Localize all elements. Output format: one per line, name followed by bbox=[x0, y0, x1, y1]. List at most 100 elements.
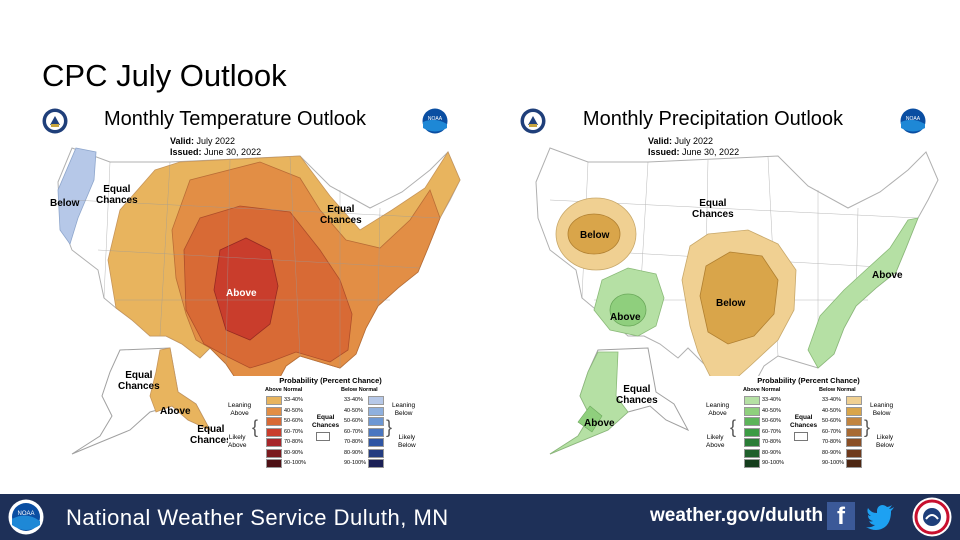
legend-below-swatch bbox=[368, 406, 384, 416]
label-above-sw: Above bbox=[610, 312, 641, 323]
above-leaning-region-east bbox=[807, 217, 919, 369]
legend-above-swatch bbox=[266, 427, 282, 437]
legend-leaning-below: Leaning Below bbox=[870, 402, 894, 417]
legend-below-range: 50-60% bbox=[822, 418, 841, 424]
temperature-outlook-title: Monthly Temperature Outlook bbox=[104, 108, 366, 130]
legend-above-swatch bbox=[744, 459, 760, 468]
alaska-above-region bbox=[149, 347, 211, 431]
legend-likely-below: Likely Below bbox=[876, 434, 894, 449]
legend-above-swatch bbox=[266, 406, 282, 416]
doc-logo bbox=[42, 108, 68, 134]
legend-below-range: 80-90% bbox=[822, 449, 841, 456]
svg-text:NOAA: NOAA bbox=[906, 116, 921, 122]
alaska-above-40-50-region bbox=[577, 405, 603, 433]
noaa-logo: NOAA bbox=[8, 499, 44, 535]
legend-brace-right: } bbox=[864, 417, 871, 437]
below-40-50-region-central bbox=[699, 251, 779, 345]
precipitation-map bbox=[535, 147, 939, 455]
facebook-icon[interactable]: f bbox=[827, 502, 855, 530]
label-equal-chances-northeast: Equal Chances bbox=[320, 204, 362, 226]
legend-equal-chances: Equal Chances bbox=[790, 414, 818, 429]
temperature-legend: Probability (Percent Chance) Above Norma… bbox=[228, 376, 433, 472]
legend-below-range: 70-80% bbox=[344, 439, 363, 445]
legend-title: Probability (Percent Chance) bbox=[757, 376, 860, 385]
slide-title: CPC July Outlook bbox=[42, 58, 287, 93]
legend-below-range: 40-50% bbox=[344, 407, 363, 414]
legend-above-range: 40-50% bbox=[762, 407, 781, 414]
legend-below-range: 90-100% bbox=[344, 460, 367, 466]
label-equal-chances-north: Equal Chances bbox=[692, 198, 734, 220]
legend-leaning-above: Leaning Above bbox=[706, 402, 730, 417]
legend-below-normal: Below Normal bbox=[341, 387, 378, 393]
legend-below-swatch bbox=[846, 448, 862, 458]
precipitation-dates: Valid: July 2022 Issued: June 30, 2022 bbox=[648, 136, 740, 157]
legend-above-swatch bbox=[266, 438, 282, 447]
legend-below-range: 50-60% bbox=[344, 418, 363, 424]
legend-above-range: 90-100% bbox=[284, 460, 307, 466]
legend-equal-chances-swatch bbox=[794, 432, 808, 441]
legend-above-range: 80-90% bbox=[284, 449, 303, 456]
footer-url[interactable]: weather.gov/duluth bbox=[650, 505, 824, 526]
label-below: Below bbox=[50, 198, 80, 209]
doc-logo bbox=[520, 108, 546, 134]
alaska-above-region bbox=[549, 351, 629, 455]
legend-below-swatch bbox=[368, 427, 384, 437]
legend-equal-chances-swatch bbox=[316, 432, 330, 441]
legend-below-swatch bbox=[846, 396, 862, 405]
legend-below-swatch bbox=[846, 438, 862, 447]
legend-below-range: 80-90% bbox=[344, 449, 363, 456]
footer-banner: NOAA National Weather Service Duluth, MN… bbox=[0, 494, 960, 540]
label-equal-chances-west: Equal Chances bbox=[96, 184, 138, 206]
legend-above-range: 40-50% bbox=[284, 407, 303, 414]
legend-below-range: 60-70% bbox=[344, 428, 363, 435]
legend-leaning-below: Leaning Below bbox=[392, 402, 416, 417]
legend-above-swatch bbox=[266, 417, 282, 426]
legend-above-swatch bbox=[266, 448, 282, 458]
legend-above-swatch bbox=[266, 396, 282, 405]
below-40-50-region-nw bbox=[567, 213, 621, 255]
temperature-map bbox=[57, 147, 461, 455]
twitter-icon[interactable] bbox=[866, 502, 896, 530]
label-below-central: Below bbox=[716, 298, 746, 309]
legend-below-swatch bbox=[368, 396, 384, 405]
legend-below-swatch bbox=[368, 417, 384, 426]
below-region bbox=[57, 147, 97, 245]
legend-below-range: 90-100% bbox=[822, 460, 845, 466]
legend-brace-left: { bbox=[730, 417, 737, 437]
legend-above-range: 50-60% bbox=[762, 418, 781, 424]
legend-below-range: 33-40% bbox=[822, 397, 841, 403]
legend-above-swatch bbox=[744, 406, 760, 416]
temperature-dates: Valid: July 2022 Issued: June 30, 2022 bbox=[170, 136, 262, 157]
legend-likely-above: Likely Above bbox=[706, 434, 725, 449]
label-above: Above bbox=[226, 288, 257, 299]
legend-above-swatch bbox=[266, 459, 282, 468]
label-alaska-above: Above bbox=[160, 406, 191, 417]
label-alaska-equal-chances: Equal Chances bbox=[118, 370, 160, 392]
legend-likely-above: Likely Above bbox=[228, 434, 247, 449]
precipitation-legend: Probability (Percent Chance) Above Norma… bbox=[706, 376, 911, 472]
noaa-logo: NOAA bbox=[900, 108, 926, 134]
legend-below-swatch bbox=[846, 459, 862, 468]
legend-below-swatch bbox=[846, 417, 862, 426]
temperature-outlook-panel: Monthly Temperature Outlook NOAA Valid: … bbox=[0, 100, 470, 480]
label-above-east: Above bbox=[872, 270, 903, 281]
legend-below-swatch bbox=[368, 459, 384, 468]
legend-above-range: 60-70% bbox=[284, 428, 303, 435]
legend-likely-below: Likely Below bbox=[398, 434, 416, 449]
legend-above-range: 33-40% bbox=[284, 397, 303, 403]
legend-above-normal: Above Normal bbox=[265, 387, 303, 393]
legend-brace-right: } bbox=[386, 417, 393, 437]
legend-above-normal: Above Normal bbox=[743, 387, 781, 393]
legend-above-swatch bbox=[744, 448, 760, 458]
legend-leaning-above: Leaning Above bbox=[228, 402, 252, 417]
legend-above-range: 50-60% bbox=[284, 418, 303, 424]
legend-below-range: 60-70% bbox=[822, 428, 841, 435]
legend-above-range: 33-40% bbox=[762, 397, 781, 403]
legend-below-range: 40-50% bbox=[822, 407, 841, 414]
legend-below-swatch bbox=[846, 406, 862, 416]
precipitation-outlook-title: Monthly Precipitation Outlook bbox=[582, 108, 844, 130]
above-40-50-region-sw bbox=[609, 293, 647, 327]
legend-below-swatch bbox=[368, 438, 384, 447]
label-alaska-above: Above bbox=[584, 418, 615, 429]
legend-brace-left: { bbox=[252, 417, 259, 437]
